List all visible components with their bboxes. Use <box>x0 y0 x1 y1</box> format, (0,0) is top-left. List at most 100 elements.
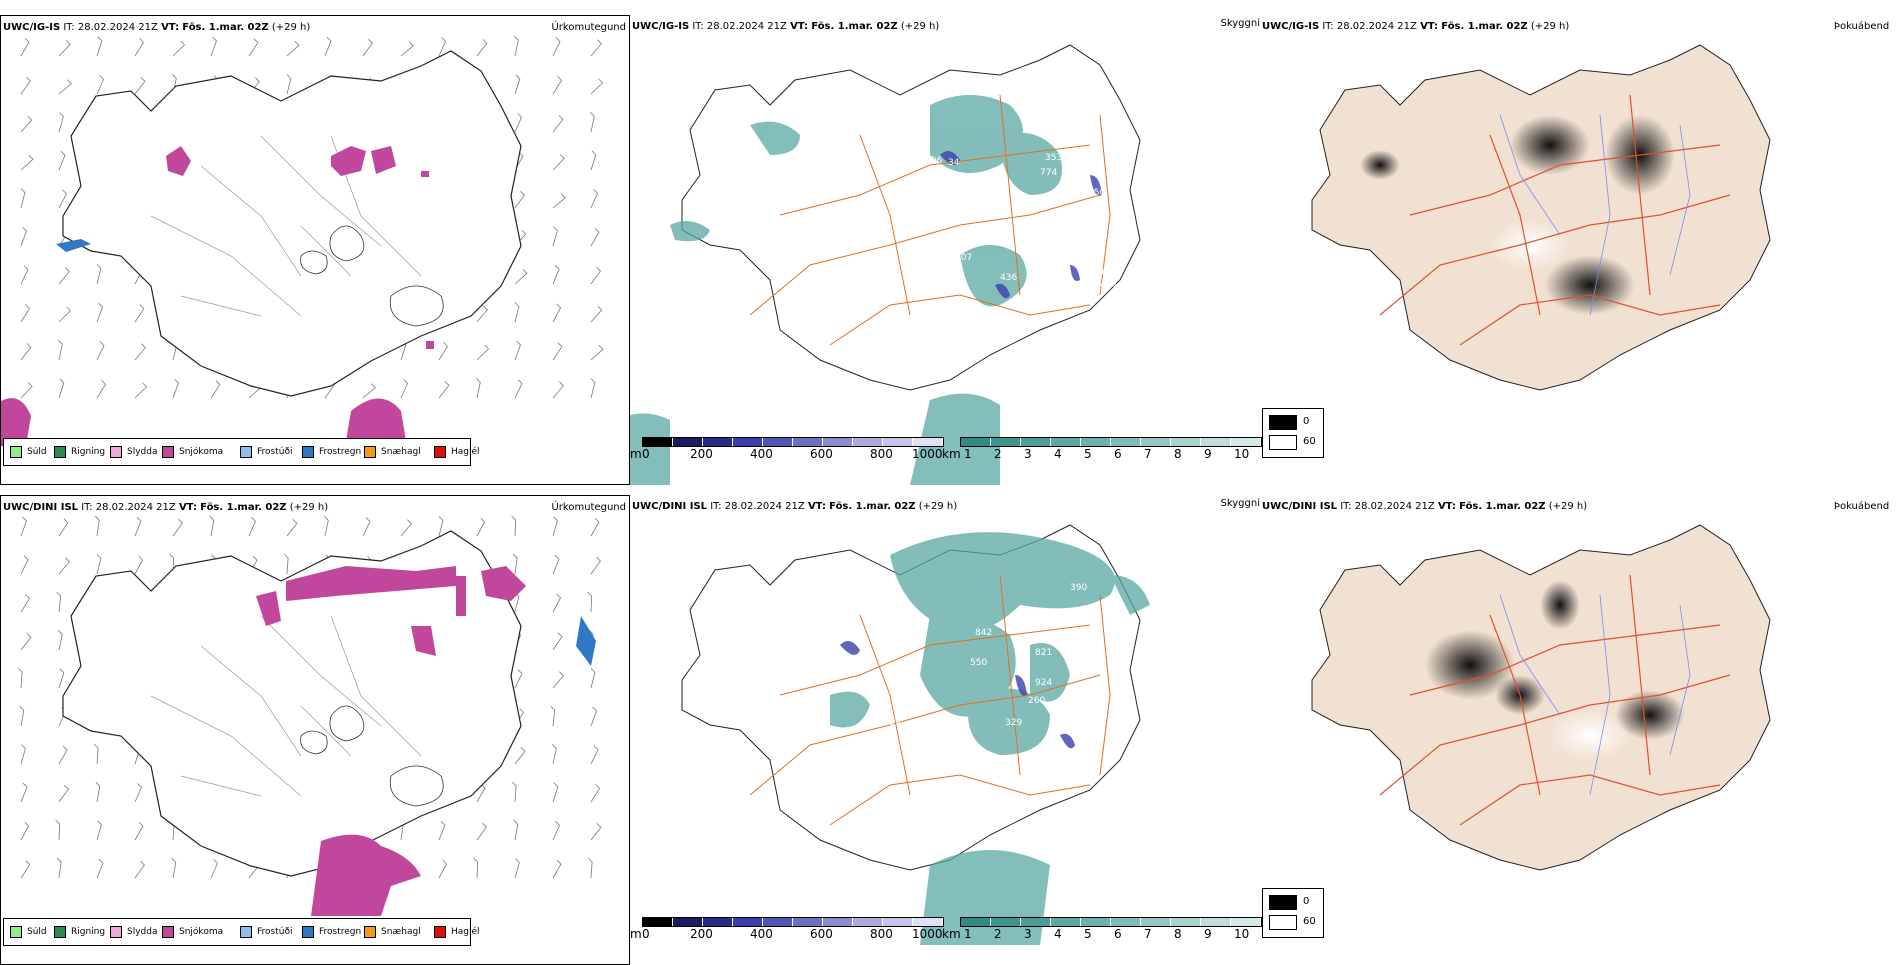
visibility-scale-km-bar <box>960 917 1262 927</box>
wind-barb <box>552 342 563 361</box>
visibility-label: 626 <box>1070 766 1087 776</box>
wind-barb <box>513 819 519 841</box>
wind-barb <box>476 822 487 841</box>
legend-swatch <box>364 926 376 938</box>
road-network <box>1379 574 1731 826</box>
legend-label: Frostúði <box>257 447 293 457</box>
visibility-label: 150 <box>1088 188 1105 198</box>
legend-label: Súld <box>27 927 47 937</box>
wind-barb <box>58 340 63 361</box>
fog-index-legend-row1: 0 60 <box>1262 408 1324 458</box>
legend-item: Haglél <box>434 446 480 458</box>
wind-barb <box>58 784 69 803</box>
wind-barb <box>552 37 561 57</box>
vt-label: VT: <box>1420 21 1439 32</box>
wind-barb <box>514 858 520 879</box>
legend-label: Haglél <box>451 447 480 457</box>
wind-barb <box>552 671 564 689</box>
scale-tick-km: 4 <box>1054 927 1062 941</box>
wind-barb <box>550 705 556 727</box>
wind-barb <box>58 306 72 323</box>
legend-item: Súld <box>10 926 47 938</box>
wind-barb <box>134 38 145 57</box>
legend-label: Frostregn <box>319 447 362 457</box>
legend-label: Snæhagl <box>381 447 421 457</box>
scale-tick-km: 9 <box>1204 927 1212 941</box>
scale-tick-m: 200 <box>690 927 713 941</box>
legend-label-60: 60 <box>1303 916 1316 927</box>
legend-swatch-dark <box>1269 415 1297 430</box>
visibility-label: 353 <box>1045 153 1062 163</box>
model-name: UWC/IG-IS <box>3 22 61 33</box>
legend-item: Frostregn <box>302 926 361 938</box>
wind-barb <box>58 630 63 651</box>
legend-swatch <box>240 926 252 938</box>
wind-barb <box>552 821 560 841</box>
wind-barb <box>58 189 67 209</box>
vt-label: VT: <box>807 501 826 512</box>
wind-barb <box>134 783 142 803</box>
wind-barb <box>93 743 99 765</box>
legend-swatch <box>110 926 122 938</box>
wind-barb <box>286 74 292 95</box>
wind-barb <box>96 858 104 879</box>
wind-barb <box>590 668 596 689</box>
visibility-label: 842 <box>975 628 992 638</box>
scale-tick-m: 0 <box>642 927 650 941</box>
wind-barb <box>58 112 64 133</box>
snow-areas <box>256 566 526 916</box>
wind-barb <box>209 515 215 537</box>
visibility-scale-m-bar <box>642 917 944 927</box>
scale-tick-km: 2 <box>994 927 1002 941</box>
legend-item: Frostúði <box>240 446 292 458</box>
scale-tick-m: 1000 <box>912 927 943 941</box>
wind-barb <box>552 154 565 171</box>
wind-barb <box>400 519 412 537</box>
legend-swatch <box>10 446 22 458</box>
visibility-label: 924 <box>1035 678 1052 688</box>
wind-barb <box>514 747 526 765</box>
visibility-label: 553 <box>1100 283 1117 293</box>
param-title: Úrkomutegund <box>551 22 626 33</box>
scale-tick-m: 200 <box>690 447 713 461</box>
it-label: IT: <box>81 502 93 513</box>
it-value: 28.02.2024 21Z <box>724 501 805 512</box>
wind-barb <box>476 378 481 399</box>
wind-barb <box>511 781 517 803</box>
wind-barb <box>362 517 371 537</box>
wind-barb <box>94 515 100 537</box>
wind-barb <box>552 632 563 651</box>
wind-barb <box>590 823 602 841</box>
road-network <box>749 94 1111 346</box>
wind-barb <box>58 557 70 575</box>
wind-barb <box>514 340 521 361</box>
legend-swatch <box>162 446 174 458</box>
legend-swatch-light <box>1269 435 1297 450</box>
legend-label: Rigning <box>71 447 106 457</box>
wind-barb <box>20 516 27 537</box>
wind-barb <box>134 77 146 95</box>
wind-barb <box>552 744 557 765</box>
scale-tick-m: 1000 <box>912 447 943 461</box>
wind-barb <box>134 343 146 361</box>
road-network <box>1379 94 1731 346</box>
scale-unit-km: km <box>942 447 961 461</box>
scale-tick-km: 7 <box>1144 927 1152 941</box>
wind-barb <box>590 189 598 209</box>
panel-header: UWC/IG-IS IT: 28.02.2024 21Z VT: Fös. 1.… <box>1262 21 1569 32</box>
wind-barb <box>210 859 218 879</box>
vt-label: VT: <box>178 502 197 513</box>
legend-swatch <box>302 926 314 938</box>
wind-barb <box>476 344 490 361</box>
legend-label: Slydda <box>127 927 158 937</box>
visibility-label: 436 <box>1000 273 1017 283</box>
wind-barb <box>587 857 593 879</box>
precip-type-panel-row2: UWC/DINI ISL IT: 28.02.2024 21Z VT: Fös.… <box>0 495 630 965</box>
wind-barb <box>438 37 446 57</box>
wind-barb <box>286 519 298 537</box>
wind-barb <box>552 593 561 613</box>
visibility-label: 193 <box>1082 168 1099 178</box>
legend-label: Slydda <box>127 447 158 457</box>
it-value: 28.02.2024 21Z <box>1354 501 1435 512</box>
